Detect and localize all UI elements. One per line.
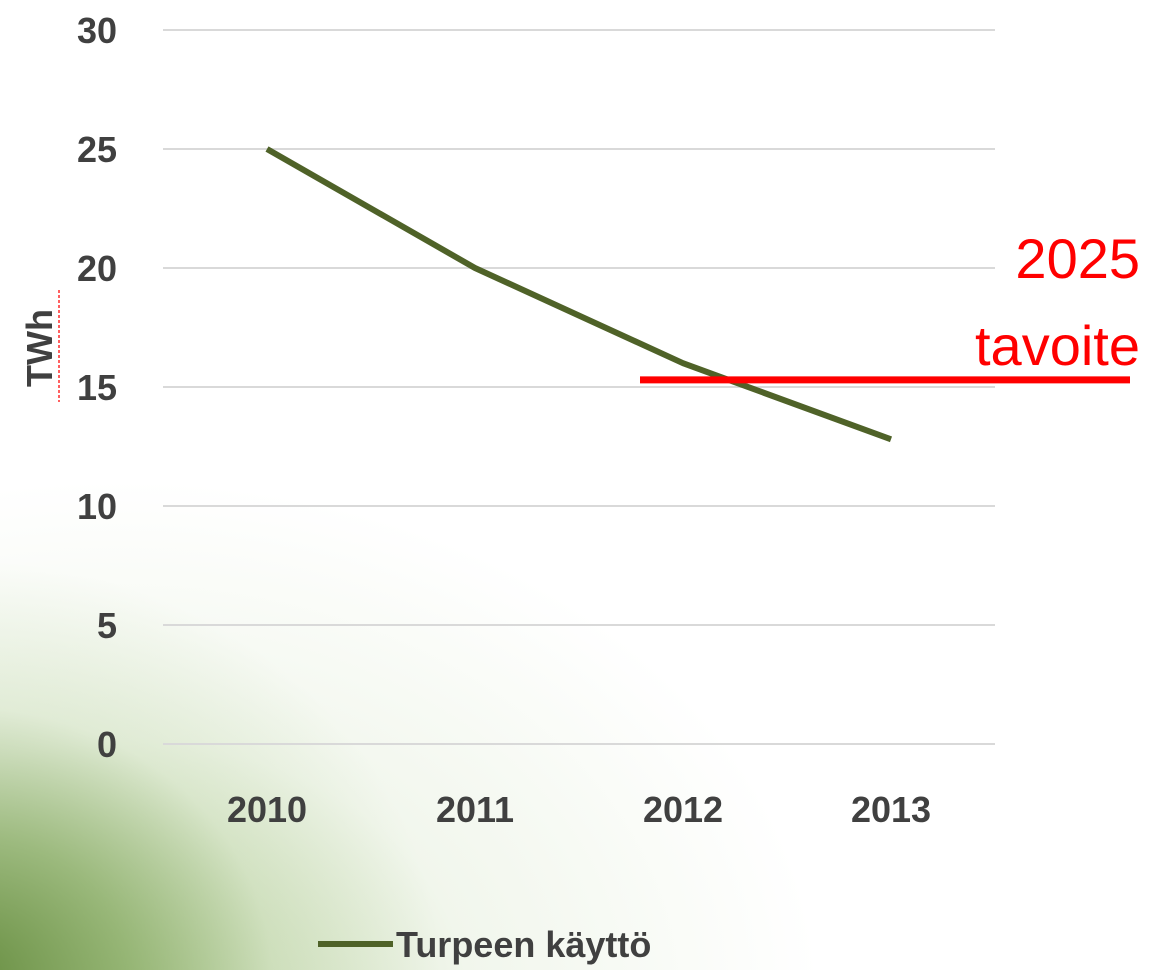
gridlines xyxy=(163,29,995,745)
x-axis-ticks: 2010 2011 2012 2013 xyxy=(227,789,931,830)
series-line xyxy=(265,146,893,443)
x-tick-label: 2012 xyxy=(643,789,723,830)
y-axis-ticks: 0 5 10 15 20 25 30 xyxy=(77,10,117,765)
y-tick-label: 30 xyxy=(77,10,117,51)
target-label-text: tavoite xyxy=(975,314,1140,377)
y-tick-label: 20 xyxy=(77,248,117,289)
x-tick-label: 2010 xyxy=(227,789,307,830)
x-tick-label: 2011 xyxy=(436,789,514,830)
y-tick-label: 5 xyxy=(97,605,117,646)
x-tick-label: 2013 xyxy=(851,789,931,830)
y-tick-label: 25 xyxy=(77,129,117,170)
y-tick-label: 15 xyxy=(77,367,117,408)
y-tick-label: 10 xyxy=(77,486,117,527)
y-tick-label: 0 xyxy=(97,724,117,765)
series-group xyxy=(265,146,893,443)
target-label-year: 2025 xyxy=(1015,227,1140,290)
legend-label: Turpeen käyttö xyxy=(396,924,651,965)
legend: Turpeen käyttö xyxy=(318,924,651,965)
y-axis-label: TWh xyxy=(19,309,60,387)
